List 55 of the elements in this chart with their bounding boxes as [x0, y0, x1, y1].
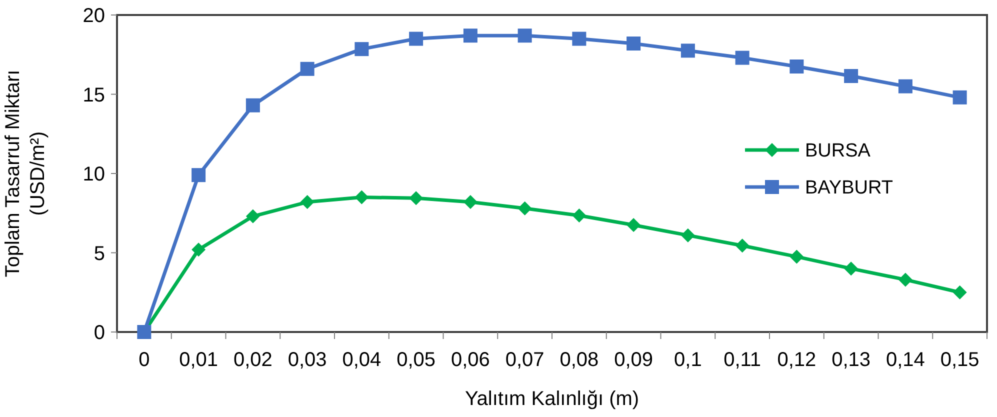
point — [626, 36, 641, 51]
y-tick-label: 20 — [82, 5, 105, 27]
point — [790, 250, 804, 264]
point — [354, 190, 369, 204]
point — [680, 228, 695, 242]
point — [626, 218, 641, 232]
x-tick-label: 0,07 — [505, 349, 544, 371]
y-tick-label: 15 — [82, 84, 105, 106]
point — [463, 195, 478, 210]
x-tick-label: 0 — [138, 349, 150, 371]
point — [952, 90, 967, 104]
x-axis-title: Yalıtım Kalınlığı (m) — [464, 388, 640, 410]
point — [300, 195, 314, 210]
x-tick-label: 0,12 — [777, 349, 816, 371]
point — [192, 168, 206, 182]
point — [898, 79, 912, 94]
x-tick-label: 0,11 — [724, 349, 762, 371]
point — [952, 285, 967, 300]
legend-label: BAYBURT — [805, 178, 894, 199]
x-tick-label: 0,13 — [832, 349, 871, 371]
legend-label: BURSA — [805, 140, 871, 162]
point — [518, 28, 532, 43]
point — [735, 238, 750, 253]
point — [409, 32, 424, 46]
y-tick-label: 10 — [82, 164, 105, 186]
point — [192, 242, 206, 257]
x-tick-label: 0,01 — [179, 349, 218, 371]
x-tick-label: 0,09 — [614, 349, 654, 371]
y-axis-title: Toplam Tasarruf Miktarı (USD/m²) — [2, 70, 49, 278]
point — [572, 208, 586, 223]
point — [790, 60, 804, 74]
point — [518, 201, 532, 216]
x-tick-label: 0,03 — [288, 349, 327, 371]
point — [463, 28, 478, 43]
point — [735, 50, 750, 65]
point — [844, 262, 858, 276]
x-tick-label: 0,14 — [886, 349, 925, 371]
point — [354, 42, 369, 56]
y-tick-label: 0 — [94, 322, 105, 344]
x-tick-label: 0,02 — [233, 349, 272, 371]
x-tick-label: 0,06 — [450, 349, 490, 371]
x-tick-label: 0,08 — [560, 349, 599, 371]
point — [246, 98, 260, 112]
x-tick-label: 0,15 — [940, 349, 980, 371]
point — [680, 44, 695, 58]
point — [844, 69, 858, 84]
point — [246, 209, 260, 224]
point — [409, 191, 424, 206]
x-tick-label: 0,04 — [342, 349, 382, 371]
x-tick-label: 0,1 — [674, 349, 702, 371]
x-tick-label: 0,05 — [396, 349, 436, 371]
point — [898, 272, 912, 287]
point — [300, 62, 314, 76]
y-tick-label: 5 — [94, 242, 105, 265]
point — [572, 32, 586, 46]
